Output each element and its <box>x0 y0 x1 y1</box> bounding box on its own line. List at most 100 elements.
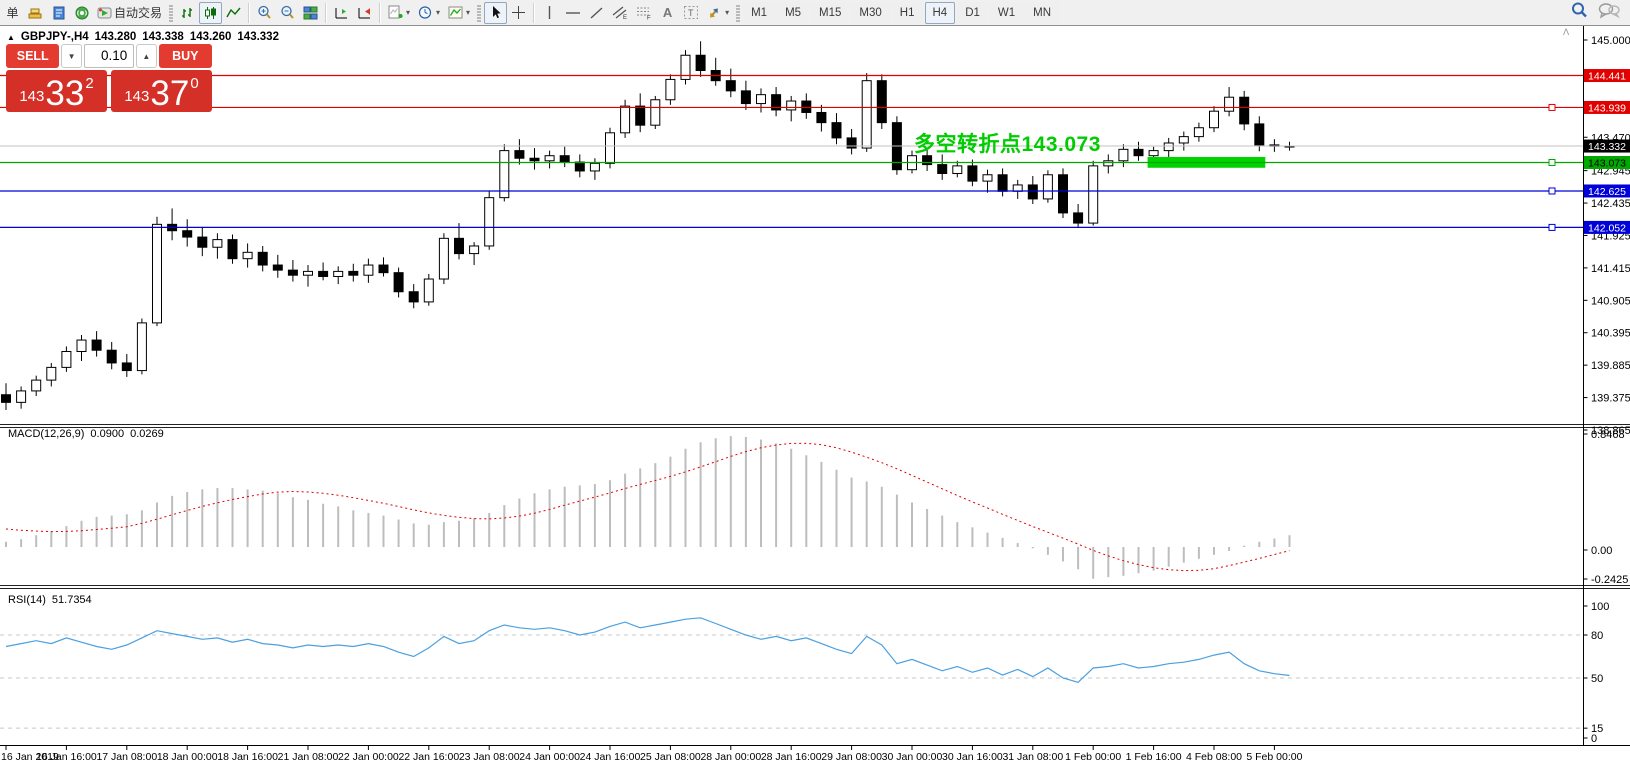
fibonacci-icon: F <box>636 5 652 20</box>
bull-candle-body <box>1148 150 1159 157</box>
timeframe-h1-button[interactable]: H1 <box>891 1 923 24</box>
text-tool-button[interactable]: A <box>656 2 679 24</box>
indicators-button[interactable]: ▾ <box>384 2 414 24</box>
candle <box>1058 168 1068 218</box>
equidistant-channel-tool-button[interactable]: E <box>608 2 632 24</box>
chart-canvas[interactable]: 145.000143.470142.945142.435141.925141.4… <box>0 26 1630 774</box>
one-click-trade-panel: SELL ▼ 0.10 ▲ BUY 143 33 2 143 37 0 <box>6 44 213 112</box>
bear-candle-body <box>257 251 268 266</box>
cursor-arrow-icon <box>489 5 503 20</box>
volume-decrease-button[interactable]: ▼ <box>61 44 82 68</box>
candle <box>31 375 42 396</box>
line-chart-type-button[interactable] <box>222 2 245 24</box>
bar-chart-type-button[interactable] <box>176 2 199 24</box>
news-button[interactable] <box>47 2 70 24</box>
auto-scroll-button[interactable] <box>353 2 376 24</box>
turning-point-annotation[interactable]: 多空转折点143.073 <box>914 133 1101 156</box>
time-axis-label: 29 Jan 08:00 <box>821 751 882 763</box>
templates-button[interactable]: ▾ <box>444 2 474 24</box>
price-tick-label: 138.865 <box>1591 425 1630 437</box>
price-tick-label: 145.000 <box>1591 35 1630 47</box>
time-axis-label: 16 Jan 16:00 <box>36 751 97 763</box>
price-badge-label: 144.441 <box>1588 71 1626 83</box>
time-axis-label: 24 Jan 16:00 <box>580 751 641 763</box>
price-badge-label: 143.073 <box>1588 157 1626 169</box>
macd-main-value: 0.0900 <box>90 428 125 440</box>
sell-button[interactable]: SELL <box>6 44 60 68</box>
chat-icon[interactable] <box>1598 1 1621 24</box>
candle <box>363 258 374 283</box>
level-line-handle[interactable] <box>1548 223 1556 231</box>
bear-candle-body <box>91 339 102 351</box>
horizontal-line-tool-button[interactable] <box>561 2 585 24</box>
buy-button[interactable]: BUY <box>158 44 213 68</box>
bear-candle-body <box>227 239 238 260</box>
collapse-arrow-icon[interactable]: ▲ <box>7 32 15 42</box>
timeframe-m1-button[interactable]: M1 <box>743 1 776 24</box>
scroll-up-marker-icon[interactable]: ᐱ <box>1563 27 1570 37</box>
trendline-tool-button[interactable] <box>585 2 608 24</box>
candlestick-chart-type-button[interactable] <box>199 1 223 24</box>
low-value: 143.260 <box>189 31 232 43</box>
new-order-button[interactable]: 单 <box>1 2 24 24</box>
volume-increase-button[interactable]: ▲ <box>136 44 157 68</box>
bull-candle-body <box>242 251 253 260</box>
timeframe-w1-button[interactable]: W1 <box>989 1 1024 24</box>
candle <box>1178 131 1189 151</box>
candle <box>650 95 661 129</box>
sell-price-box[interactable]: 143 33 2 <box>6 70 107 112</box>
price-badge: 143.939 <box>1584 100 1630 114</box>
cursor-tool-button[interactable] <box>484 1 508 24</box>
bear-candle-body <box>408 291 419 303</box>
bull-candle-body <box>61 350 72 368</box>
candle <box>167 208 178 241</box>
history-center-button[interactable] <box>24 2 47 24</box>
text-label-tool-button[interactable]: T <box>679 2 703 24</box>
timeframe-m15-button[interactable]: M15 <box>811 1 850 24</box>
auto-trading-button[interactable]: 自动交易 <box>93 2 166 24</box>
buy-price-box[interactable]: 143 37 0 <box>111 70 212 112</box>
macd-name: MACD(12,26,9) <box>8 428 85 440</box>
level-line-handle[interactable] <box>1548 158 1556 166</box>
search-icon[interactable] <box>1570 1 1588 24</box>
candle <box>967 159 978 187</box>
candle <box>91 331 102 357</box>
crosshair-tool-button[interactable] <box>507 2 530 24</box>
chart-shift-button[interactable] <box>330 2 353 24</box>
timeframe-h4-button[interactable]: H4 <box>924 1 956 24</box>
rsi-label: RSI(14) 51.7354 <box>8 594 92 606</box>
arrows-tool-button[interactable]: ▾ <box>703 2 733 24</box>
crosshair-icon <box>511 5 526 20</box>
candle <box>1269 139 1280 152</box>
candle <box>529 148 540 170</box>
bull-candle-body <box>152 223 162 324</box>
candle <box>1239 90 1250 131</box>
bull-candle-body <box>76 339 87 352</box>
bull-candle-body <box>46 366 57 381</box>
timeframe-mn-button[interactable]: MN <box>1025 1 1060 24</box>
timeframe-d1-button[interactable]: D1 <box>957 1 988 24</box>
vertical-line-tool-button[interactable] <box>538 2 561 24</box>
signals-button[interactable] <box>70 2 93 24</box>
candle <box>756 88 766 113</box>
periods-button[interactable]: ▾ <box>414 2 444 24</box>
level-line-handle[interactable] <box>1548 103 1556 111</box>
price-tick-label: 139.375 <box>1591 393 1630 405</box>
vertical-line-icon <box>543 5 556 20</box>
volume-input[interactable]: 0.10 <box>83 44 135 68</box>
level-line-handle[interactable] <box>1548 187 1556 195</box>
chevron-down-icon: ▾ <box>725 8 730 17</box>
bull-candle-body <box>303 270 313 276</box>
bear-candle-body <box>1239 96 1250 125</box>
timeframe-m5-button[interactable]: M5 <box>777 1 810 24</box>
bear-candle-body <box>801 100 812 113</box>
fibonacci-tool-button[interactable]: F <box>632 2 656 24</box>
bear-candle-body <box>1133 148 1144 157</box>
candle <box>574 154 585 178</box>
tile-windows-button[interactable] <box>299 2 322 24</box>
zoom-in-button[interactable] <box>253 2 276 24</box>
clock-icon <box>418 5 433 20</box>
zoom-out-button[interactable] <box>276 2 299 24</box>
timeframe-m30-button[interactable]: M30 <box>851 1 890 24</box>
bull-candle-body <box>620 105 631 134</box>
